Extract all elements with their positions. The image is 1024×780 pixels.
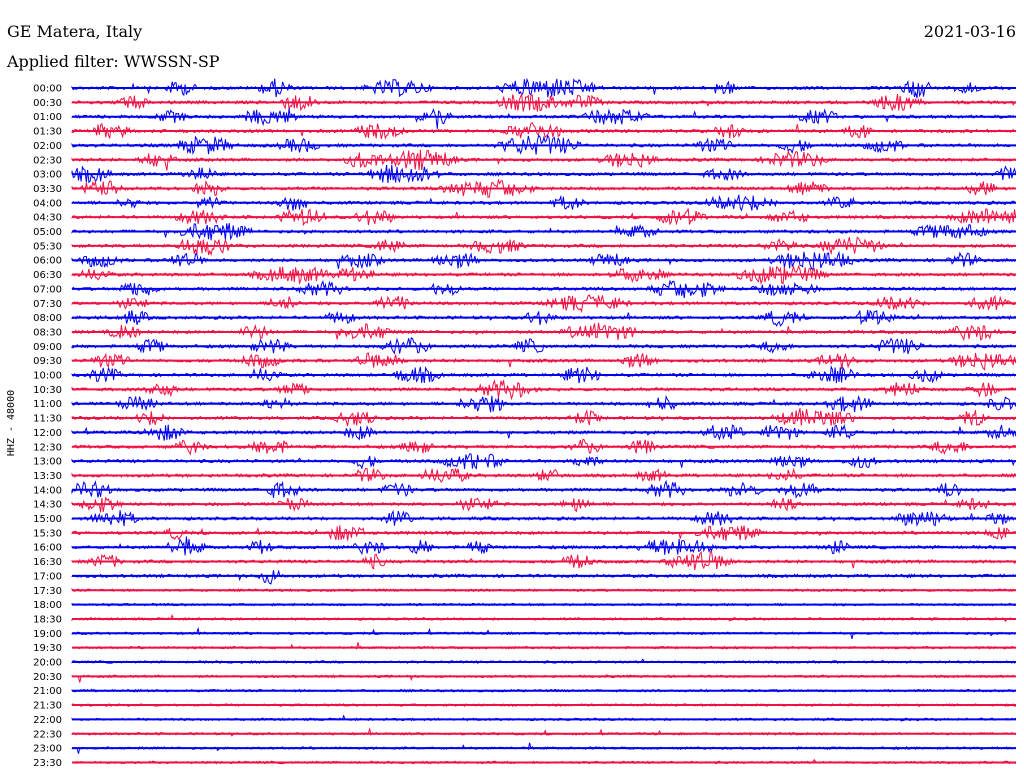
- y-axis-label: HHZ - 48000: [6, 390, 17, 456]
- row-tick-label: 22:30: [33, 729, 62, 740]
- row-tick-label: 16:00: [33, 543, 62, 554]
- row-tick-label: 21:30: [33, 701, 62, 712]
- row-tick-label: 14:30: [33, 500, 62, 511]
- seismic-traces: [71, 77, 1017, 765]
- row-tick-label: 13:00: [33, 457, 62, 468]
- trace-row-1130: [71, 407, 1017, 426]
- row-tick-label: 03:30: [33, 184, 62, 195]
- row-tick-label: 11:30: [33, 414, 62, 425]
- row-tick-label: 19:00: [33, 629, 62, 640]
- row-tick-label: 17:00: [33, 571, 62, 582]
- row-tick-label: 15:30: [33, 528, 62, 539]
- row-tick-label: 02:30: [33, 155, 62, 166]
- row-tick-label: 18:00: [33, 600, 62, 611]
- row-tick-label: 23:00: [33, 744, 62, 755]
- row-tick-label: 05:30: [33, 241, 62, 252]
- row-tick-label: 00:00: [33, 84, 62, 95]
- row-tick-labels: 00:00 00:30 01:00 01:30 02:00 02:30 03:00 03:30…: [33, 84, 62, 769]
- row-tick-label: 01:30: [33, 127, 62, 138]
- row-tick-label: 22:00: [33, 715, 62, 726]
- trace-row-0100: [71, 108, 1017, 129]
- filter-subtitle: Applied filter: WWSSN-SP: [6, 52, 220, 71]
- row-tick-label: 15:00: [33, 514, 62, 525]
- row-tick-label: 23:30: [33, 758, 62, 769]
- row-tick-label: 01:00: [33, 112, 62, 123]
- row-tick-label: 00:30: [33, 98, 62, 109]
- row-tick-label: 04:00: [33, 198, 62, 209]
- trace-row-1700: [71, 569, 1017, 585]
- row-tick-label: 12:00: [33, 428, 62, 439]
- row-tick-label: 07:30: [33, 299, 62, 310]
- row-tick-label: 05:00: [33, 227, 62, 238]
- date-label: 2021-03-16: [924, 22, 1016, 41]
- row-tick-label: 19:30: [33, 643, 62, 654]
- row-tick-label: 17:30: [33, 586, 62, 597]
- row-tick-label: 06:30: [33, 270, 62, 281]
- row-tick-label: 18:30: [33, 614, 62, 625]
- row-tick-label: 08:30: [33, 327, 62, 338]
- station-title: GE Matera, Italy: [7, 22, 142, 41]
- row-tick-label: 08:00: [33, 313, 62, 324]
- row-tick-label: 14:00: [33, 485, 62, 496]
- row-tick-label: 02:00: [33, 141, 62, 152]
- row-tick-label: 11:00: [33, 399, 62, 410]
- row-tick-label: 09:00: [33, 342, 62, 353]
- row-tick-label: 21:00: [33, 686, 62, 697]
- trace-row-2230: [71, 727, 1017, 737]
- row-tick-label: 13:30: [33, 471, 62, 482]
- row-tick-label: 09:30: [33, 356, 62, 367]
- row-tick-label: 10:00: [33, 371, 62, 382]
- row-tick-label: 04:30: [33, 213, 62, 224]
- trace-row-0200: [71, 134, 1016, 156]
- row-tick-label: 20:30: [33, 672, 62, 683]
- row-tick-label: 16:30: [33, 557, 62, 568]
- row-tick-label: 20:00: [33, 658, 62, 669]
- trace-row-1600: [71, 536, 1016, 556]
- row-tick-label: 12:30: [33, 442, 62, 453]
- row-tick-label: 03:00: [33, 170, 62, 181]
- row-tick-label: 10:30: [33, 385, 62, 396]
- row-tick-label: 06:00: [33, 256, 62, 267]
- row-tick-label: 07:00: [33, 284, 62, 295]
